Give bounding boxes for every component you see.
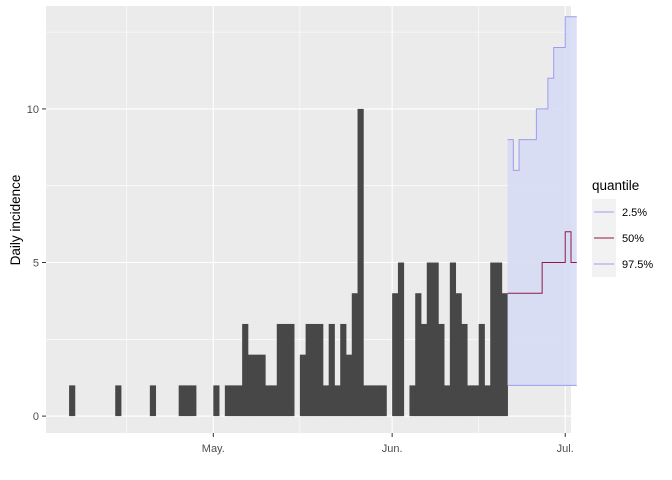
incidence-bar [501,293,508,417]
incidence-bar [346,354,353,417]
y-tick-label: 5 [33,258,39,270]
incidence-bar [276,323,283,417]
x-tick-label: Jun. [382,443,403,455]
incidence-bar [178,385,185,417]
legend-label: 97.5% [622,259,653,271]
incidence-bar [484,385,491,417]
y-tick-label: 10 [27,104,39,116]
legend-label: 2.5% [622,207,647,219]
incidence-bar [467,385,474,417]
incidence-bar [149,385,157,417]
incidence-bar [392,293,399,417]
observed-bars [69,108,508,417]
incidence-bar [357,108,364,417]
incidence-bar [311,323,318,417]
incidence-bar [253,354,260,417]
incidence-bar [247,354,255,417]
incidence-bar [69,385,76,417]
y-axis-title: Daily incidence [8,175,23,266]
incidence-bar [271,385,278,417]
incidence-bar [380,385,387,417]
incidence-bar [230,385,237,417]
incidence-bar [305,323,312,417]
quantile-50-line [507,231,577,294]
x-axis: May. Jun. Jul. [202,433,574,455]
incidence-bar [415,293,422,417]
incidence-bar [340,323,347,417]
incidence-bar [224,385,232,417]
incidence-bar [397,262,405,417]
y-tick-label: 0 [33,411,39,423]
incidence-bar [322,385,330,417]
legend-title: quantile [592,178,639,193]
incidence-bar [444,385,451,417]
legend-label: 50% [622,233,644,245]
incidence-bar [363,385,370,417]
legend: quantile 2.5% 50% 97.5% [592,178,653,277]
incidence-bar [478,323,485,417]
incidence-bar [490,262,497,417]
incidence-bar [449,262,457,417]
incidence-bar [461,323,468,417]
y-axis: 0 5 10 [27,104,46,423]
incidence-bar [426,262,433,417]
incidence-bar [299,354,307,417]
incidence-bar [334,385,341,417]
incidence-bar [288,323,295,417]
incidence-bar [184,385,191,417]
incidence-bar [265,385,272,417]
incidence-bar [374,385,382,417]
incidence-bar [190,385,197,417]
incidence-bar [472,385,480,417]
incidence-bar [317,323,324,417]
incidence-bar [351,293,358,417]
incidence-bar [496,262,503,417]
quantile-97.5-line [507,16,577,171]
incidence-bar [369,385,376,417]
incidence-bar [409,385,416,417]
incidence-bar [115,385,122,417]
incidence-bar [432,262,439,417]
incidence-bar [421,323,428,417]
incidence-bar [282,323,289,417]
incidence-bar [213,385,220,417]
incidence-bar [242,323,249,417]
quantile-lines [507,16,577,386]
incidence-bar [438,323,445,417]
x-tick-label: Jul. [557,443,574,455]
incidence-bar [328,323,335,417]
x-tick-label: May. [202,443,225,455]
incidence-bar [236,385,243,417]
incidence-bar [259,354,266,417]
incidence-bar [455,293,462,417]
